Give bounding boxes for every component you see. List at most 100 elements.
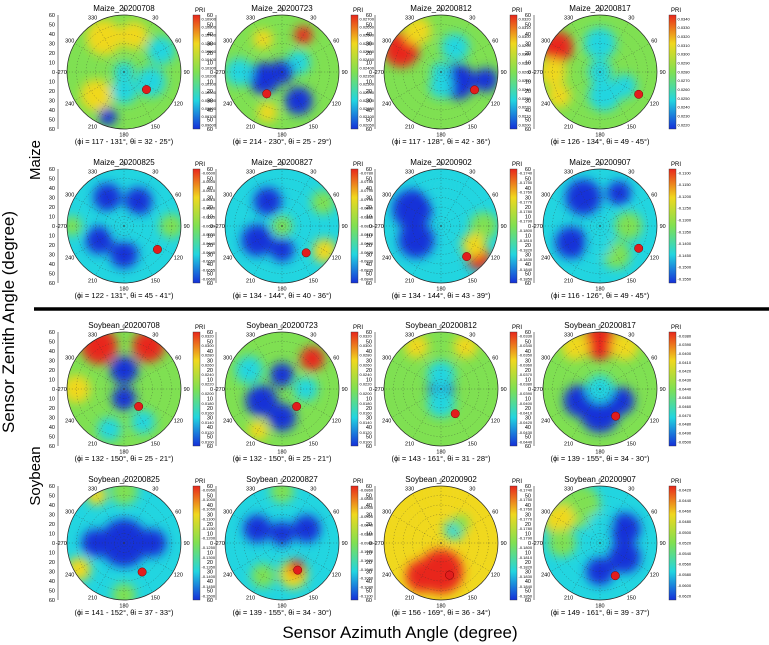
heatmap-blob xyxy=(548,529,576,557)
zenith-tick-label: 40 xyxy=(366,425,372,431)
azimuth-tick-label: -270 xyxy=(373,70,384,76)
zenith-tick-label: 50 xyxy=(49,340,55,346)
heatmap-blob xyxy=(586,557,614,586)
polar-panel: 0306090120150180210240-27030033060504030… xyxy=(207,475,374,617)
azimuth-tick-label: 90 xyxy=(342,224,348,230)
zenith-tick-label: 60 xyxy=(525,127,531,133)
zenith-tick-label: 50 xyxy=(525,118,531,124)
azimuth-tick-label: 60 xyxy=(333,193,339,199)
azimuth-tick-label: 0 xyxy=(122,161,125,167)
azimuth-spoke xyxy=(95,542,125,593)
azimuth-tick-label: 210 xyxy=(405,124,414,130)
azimuth-tick-label: 120 xyxy=(174,101,183,107)
heatmap-blob xyxy=(268,403,296,432)
zenith-ring xyxy=(393,341,489,437)
zenith-tick-label: 50 xyxy=(49,589,55,595)
polar-panel: 0306090120150180210240-27030033060504030… xyxy=(525,321,692,463)
colorbar-tick-label: -0.1770 xyxy=(519,199,533,204)
heatmap-blob xyxy=(292,514,321,543)
colorbar-tick-label: 0.0320 xyxy=(360,333,373,338)
azimuth-tick-label: 60 xyxy=(333,510,339,516)
zenith-ring xyxy=(412,514,470,572)
polar-grid xyxy=(67,332,181,446)
colorbar-tick-label: 0.02250 xyxy=(360,90,375,95)
azimuth-tick-label: 330 xyxy=(246,487,255,493)
colorbar-tick-label: -0.0920 xyxy=(360,514,374,519)
zenith-tick-label: 10 xyxy=(207,532,213,538)
colorbar-tick-label: -0.0380 xyxy=(678,333,692,338)
zenith-tick-label: 50 xyxy=(207,340,213,346)
azimuth-spoke xyxy=(74,360,125,390)
azimuth-spoke xyxy=(571,388,601,439)
colorbar-tick-label: -0.0960 xyxy=(360,532,374,537)
colorbar-tick-label: -0.0480 xyxy=(678,519,692,524)
zenith-ring xyxy=(253,514,311,572)
colorbar-tick-label: -0.1790 xyxy=(519,536,533,541)
colorbar-tick-label: -0.0440 xyxy=(678,386,692,391)
azimuth-spoke xyxy=(440,225,491,255)
zenith-tick-label: 50 xyxy=(525,494,531,500)
azimuth-tick-label: 0 xyxy=(598,161,601,167)
zenith-ring xyxy=(412,43,470,101)
azimuth-spoke xyxy=(391,542,442,572)
azimuth-tick-label: 210 xyxy=(88,595,97,601)
colorbar-tick-label: 0.02200 xyxy=(360,98,375,103)
crop-label-soybean: Soybean xyxy=(27,446,44,505)
azimuth-tick-label: 30 xyxy=(152,487,158,493)
zenith-tick-label: 60 xyxy=(49,444,55,450)
azimuth-tick-label: 120 xyxy=(332,101,341,107)
colorbar-tick-label: -0.1080 xyxy=(360,585,374,590)
azimuth-tick-label: 300 xyxy=(541,510,550,516)
zenith-tick-label: 20 xyxy=(525,406,531,412)
azimuth-tick-label: 60 xyxy=(492,193,498,199)
polar-outline xyxy=(66,331,182,447)
azimuth-tick-label: -270 xyxy=(373,387,384,393)
colorbar-tick-label: 0.0230 xyxy=(678,114,691,119)
azimuth-tick-label: 210 xyxy=(246,278,255,284)
polar-grid xyxy=(384,15,498,129)
azimuth-tick-label: 120 xyxy=(650,255,659,261)
azimuth-tick-label: 210 xyxy=(564,441,573,447)
azimuth-spoke xyxy=(440,542,470,593)
zenith-tick-label: 30 xyxy=(207,42,213,48)
zenith-ring xyxy=(552,24,648,120)
colorbar-tick-label: -0.0380 xyxy=(519,382,533,387)
sun-position-marker xyxy=(142,85,151,94)
zenith-tick-label: 10 xyxy=(525,215,531,221)
colorbar-tick-label: 0.0280 xyxy=(678,69,691,74)
colorbar-tick-label: -0.0400 xyxy=(678,351,692,356)
colorbar-tick-label: -0.1300 xyxy=(678,218,692,223)
colorbar-tick-label: -0.0470 xyxy=(678,413,692,418)
polar-panel: 0306090120150180210240-27030033060504030… xyxy=(366,321,533,463)
heatmap-blob xyxy=(461,233,486,257)
colorbar-tick-label: -0.1060 xyxy=(360,576,374,581)
zenith-tick-label: 30 xyxy=(49,253,55,259)
azimuth-tick-label: 240 xyxy=(382,418,391,424)
polar-panel: 0306090120150180210240-27030033060504030… xyxy=(207,321,373,463)
colorbar-tick-label: 0.0290 xyxy=(519,43,532,48)
polar-outline xyxy=(383,331,499,447)
zenith-tick-label: 0 xyxy=(52,224,55,230)
zenith-ring xyxy=(402,504,480,582)
colorbar-tick-label: 0.0270 xyxy=(519,61,532,66)
colorbar-tick-label: 0.0160 xyxy=(360,410,373,415)
azimuth-tick-label: 120 xyxy=(650,572,659,578)
zenith-tick-label: 20 xyxy=(366,406,372,412)
colorbar xyxy=(192,485,201,601)
colorbar-tick-label: -0.0800 xyxy=(360,206,374,211)
azimuth-tick-label: 30 xyxy=(310,487,316,493)
zenith-ring xyxy=(85,33,163,111)
azimuth-spoke xyxy=(550,360,601,390)
colorbar-tick-label: -0.0520 xyxy=(678,540,692,545)
zenith-tick-label: 30 xyxy=(207,196,213,202)
colorbar-title: PRI xyxy=(195,8,205,14)
azimuth-spoke xyxy=(232,542,283,572)
zenith-tick-label: 40 xyxy=(366,32,372,38)
zenith-tick-label: 50 xyxy=(207,589,213,595)
azimuth-spoke xyxy=(123,493,153,544)
zenith-ring xyxy=(234,495,330,591)
zenith-tick-label: 10 xyxy=(207,215,213,221)
zenith-tick-label: 20 xyxy=(49,406,55,412)
colorbar-tick-label: 0.02450 xyxy=(360,57,375,62)
